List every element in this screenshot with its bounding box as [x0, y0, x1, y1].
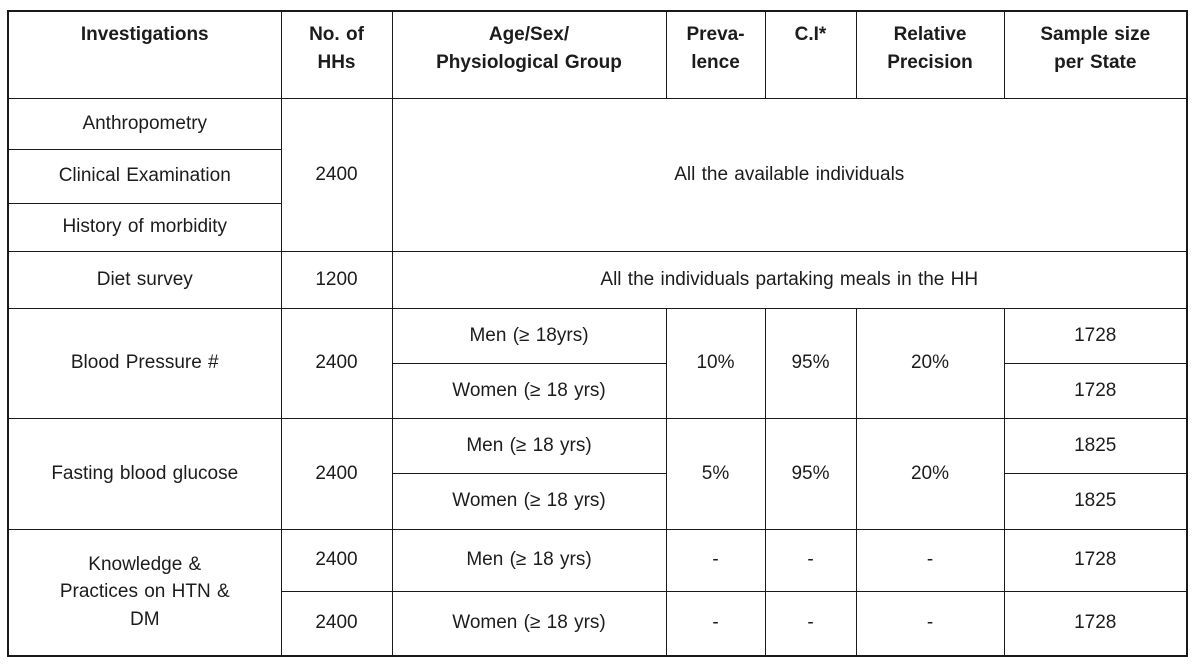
cell-anthro-block-note: All the available individuals: [391, 97, 1188, 252]
cell-kp-women-sample: 1728: [1003, 590, 1188, 657]
cell-fbg-relative-precision: 20%: [855, 417, 1005, 530]
cell-kp-men-hhs: 2400: [280, 528, 393, 592]
cell-kp-men-prevalence-dash: -: [665, 528, 766, 592]
cell-bp-women-sample: 1728: [1003, 362, 1188, 419]
cell-fbg-men-sample: 1825: [1003, 417, 1188, 474]
cell-kp-men-ci-dash: -: [764, 528, 857, 592]
cell-kp-men-precision-dash: -: [855, 528, 1005, 592]
cell-bp-relative-precision: 20%: [855, 307, 1005, 419]
cell-anthropometry: Anthropometry: [7, 97, 282, 150]
cell-kp-women-group: Women (≥ 18 yrs): [391, 590, 667, 657]
cell-fasting-blood-glucose: Fasting blood glucose: [7, 417, 282, 530]
header-investigations: Investigations: [7, 10, 282, 99]
cell-diet-hhs: 1200: [280, 250, 393, 309]
header-age-sex-group: Age/Sex/ Physiological Group: [391, 10, 667, 99]
cell-kp-women-precision-dash: -: [855, 590, 1005, 657]
cell-fbg-hhs: 2400: [280, 417, 393, 530]
cell-bp-prevalence: 10%: [665, 307, 766, 419]
cell-diet-survey: Diet survey: [7, 250, 282, 309]
header-row: Investigations No. of HHs Age/Sex/ Physi…: [7, 10, 1188, 99]
cell-kp-men-group: Men (≥ 18 yrs): [391, 528, 667, 592]
cell-fbg-ci: 95%: [764, 417, 857, 530]
cell-anthro-block-hhs: 2400: [280, 97, 393, 252]
cell-history-of-morbidity: History of morbidity: [7, 202, 282, 252]
table-row: Blood Pressure # 2400 Men (≥ 18yrs) 10% …: [7, 307, 1188, 419]
table-row: Fasting blood glucose 2400 Men (≥ 18 yrs…: [7, 417, 1188, 530]
cell-bp-men-sample: 1728: [1003, 307, 1188, 364]
cell-bp-women-group: Women (≥ 18 yrs): [391, 362, 667, 419]
table-row: 2400 Women (≥ 18 yrs) - - - 1728: [8, 590, 1188, 657]
header-relative-precision: Relative Precision: [855, 10, 1005, 99]
cell-bp-hhs: 2400: [280, 307, 393, 419]
cell-fbg-women-group: Women (≥ 18 yrs): [391, 472, 667, 530]
cell-kp-women-ci-dash: -: [764, 590, 857, 657]
table-row: Knowledge & Practices on HTN & DM 2400 M…: [7, 528, 1188, 657]
cell-fbg-prevalence: 5%: [665, 417, 766, 530]
cell-bp-men-group: Men (≥ 18yrs): [391, 307, 667, 364]
cell-kp-men-sample: 1728: [1003, 528, 1188, 592]
cell-blood-pressure: Blood Pressure #: [7, 307, 282, 419]
cell-fbg-women-sample: 1825: [1003, 472, 1188, 530]
cell-kp-women-hhs: 2400: [280, 590, 393, 657]
table-row: Diet survey 1200 All the individuals par…: [7, 250, 1188, 309]
cell-clinical-examination: Clinical Examination: [7, 148, 282, 204]
header-ci: C.I*: [764, 10, 857, 99]
table-row: Women (≥ 18 yrs) 1825: [8, 472, 1188, 530]
table-row: History of morbidity: [7, 202, 1187, 252]
header-prevalence: Preva- lence: [665, 10, 766, 99]
cell-diet-note: All the individuals partaking meals in t…: [391, 250, 1188, 309]
survey-design-table: Investigations No. of HHs Age/Sex/ Physi…: [7, 10, 1188, 657]
cell-knowledge-practices: Knowledge & Practices on HTN & DM: [7, 528, 282, 657]
table-row: Anthropometry 2400 All the available ind…: [7, 97, 1188, 252]
table-row: Clinical Examination: [7, 148, 1187, 204]
cell-fbg-men-group: Men (≥ 18 yrs): [391, 417, 667, 474]
cell-kp-women-prevalence-dash: -: [665, 590, 766, 657]
header-sample-size: Sample size per State: [1003, 10, 1188, 99]
table-row: Women (≥ 18 yrs) 1728: [8, 362, 1188, 419]
header-no-of-hhs: No. of HHs: [280, 10, 393, 99]
cell-bp-ci: 95%: [764, 307, 857, 419]
